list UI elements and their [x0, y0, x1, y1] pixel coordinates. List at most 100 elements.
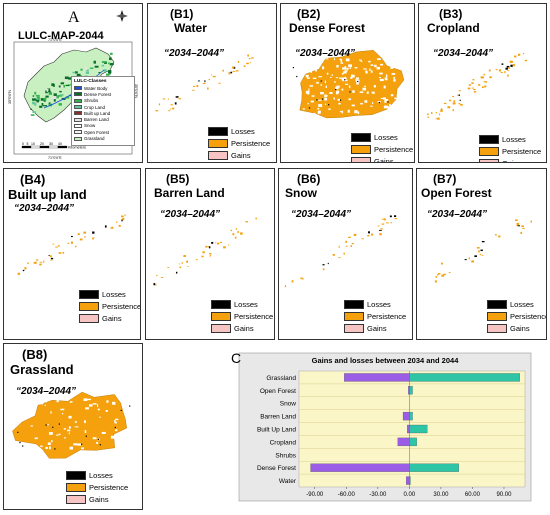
panel-code: (B5): [166, 172, 190, 186]
change-legend-item: Losses: [211, 299, 273, 310]
change-pixel: [93, 237, 95, 239]
change-pixel: [482, 86, 484, 89]
change-pixel: [381, 223, 385, 225]
change-pixel: [118, 224, 121, 227]
change-pixel: [484, 85, 487, 88]
chart-title: Gains and losses between 2034 and 2044: [312, 356, 460, 365]
change-pixel: [448, 99, 452, 102]
gap-pixel: [305, 90, 310, 94]
change-legend-label: Gains: [234, 324, 254, 333]
change-legend-swatch: [79, 314, 99, 323]
gap-pixel: [384, 99, 389, 101]
category-label: Shrubs: [275, 452, 296, 459]
lulc-map-title: LULC-MAP-2044: [18, 30, 104, 42]
change-legend-label: Persistence: [374, 145, 414, 154]
gap-pixel: [345, 58, 350, 62]
change-legend-label: Losses: [234, 300, 258, 309]
panel-class-name: Open Forest: [421, 186, 492, 200]
lulc-legend-item: Dense Forest: [74, 91, 132, 97]
change-legend-item: Persistence: [66, 482, 128, 493]
lulc-legend-label: Snow: [84, 123, 96, 129]
gap-pixel: [336, 65, 339, 68]
change-legend-swatch: [208, 127, 228, 136]
gap-pixel: [112, 401, 116, 405]
gap-pixel: [117, 447, 121, 449]
gap-pixel: [344, 66, 347, 69]
change-pixel: [291, 280, 294, 283]
gap-pixel: [318, 99, 322, 101]
change-pixel: [350, 245, 352, 248]
change-legend-swatch: [211, 300, 231, 309]
lulc-pixel: [76, 73, 81, 77]
gap-pixel: [324, 97, 328, 101]
change-map-panel-b2: (B2) Dense Forest “2034–2044” Losses Persist…: [280, 3, 415, 163]
change-pixel: [361, 238, 364, 240]
gap-pixel: [339, 58, 342, 61]
gap-pixel: [331, 74, 333, 76]
change-pixel: [230, 229, 232, 232]
gap-pixel: [337, 98, 341, 101]
change-legend-item: Persistence: [79, 301, 140, 312]
loss-pixel: [321, 98, 324, 100]
lulc-pixel: [58, 94, 63, 97]
gap-pixel: [350, 74, 355, 78]
lulc-pixel: [84, 67, 88, 71]
panel-code: (B3): [439, 7, 463, 21]
gap-pixel: [328, 108, 331, 110]
scale-tick-label: 5: [27, 142, 29, 146]
change-legend-item: Losses: [351, 132, 413, 143]
change-pixel: [507, 70, 510, 72]
gap-pixel: [377, 58, 381, 61]
gap-pixel: [344, 79, 348, 82]
panel-class-name: Water: [174, 21, 207, 35]
change-pixel: [453, 100, 456, 103]
change-pixel: [170, 104, 173, 106]
change-pixel: [39, 263, 42, 266]
loss-pixel: [97, 438, 99, 441]
lulc-pixel: [60, 82, 65, 85]
gap-pixel: [350, 77, 353, 79]
panel-period: “2034–2044”: [427, 209, 488, 220]
gap-pixel: [392, 66, 397, 68]
lulc-pixel: [54, 80, 58, 82]
change-pixel: [457, 94, 459, 96]
gap-pixel: [384, 100, 387, 103]
change-pixel: [43, 260, 45, 263]
loss-pixel: [120, 409, 122, 412]
gap-pixel: [316, 81, 319, 84]
gap-pixel: [45, 446, 48, 449]
change-pixel: [464, 259, 467, 261]
lulc-legend-swatch: [74, 92, 82, 97]
change-legend-item: Persistence: [351, 144, 413, 155]
gap-pixel: [325, 58, 329, 60]
change-pixel: [237, 231, 239, 233]
change-pixel: [516, 225, 518, 226]
coord-bottom-label: 71°0'0"E: [48, 156, 62, 160]
change-legend-swatch: [479, 159, 499, 162]
change-legend-label: Gains: [231, 151, 251, 160]
change-pixel: [67, 242, 70, 244]
change-legend-item: Persistence: [487, 311, 546, 322]
lulc-legend-title: LULC-Classes: [74, 79, 107, 84]
panel-period: “2034–2044”: [295, 48, 356, 59]
change-map: [427, 52, 528, 120]
gap-pixel: [379, 78, 384, 82]
change-pixel: [504, 71, 506, 74]
gap-pixel: [69, 446, 73, 450]
gap-pixel: [48, 432, 53, 435]
lulc-pixel: [35, 99, 40, 102]
lulc-legend-item: Open Forest: [74, 129, 132, 135]
change-pixel: [327, 262, 329, 265]
gap-pixel: [357, 111, 360, 114]
change-pixel: [452, 102, 456, 105]
change-pixel: [169, 108, 172, 110]
change-pixel: [443, 273, 446, 276]
change-pixel: [427, 116, 430, 118]
category-label: Dense Forest: [257, 465, 296, 472]
lulc-pixel: [36, 101, 39, 103]
change-legend-label: Losses: [231, 127, 255, 136]
lulc-map-panel: 0 5 10 20 30 40 Kilometers 71°0'0"E 71°0'0"E 35°0…: [3, 3, 143, 163]
change-pixel: [228, 72, 231, 75]
lulc-pixel: [64, 79, 68, 82]
gap-pixel: [340, 59, 343, 62]
